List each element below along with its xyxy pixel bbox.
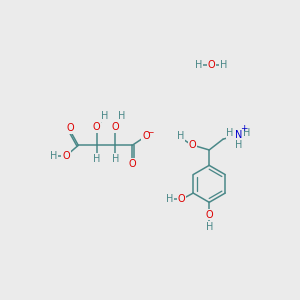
Text: H: H xyxy=(243,128,250,138)
Text: O: O xyxy=(62,151,70,161)
Text: −: − xyxy=(148,128,154,137)
Text: H: H xyxy=(93,154,100,164)
Text: +: + xyxy=(240,124,247,133)
Text: H: H xyxy=(226,128,234,138)
Text: H: H xyxy=(101,111,108,121)
Text: H: H xyxy=(112,154,119,164)
Text: O: O xyxy=(93,122,100,132)
Text: O: O xyxy=(142,131,150,141)
Text: O: O xyxy=(111,122,119,132)
Text: H: H xyxy=(206,222,213,232)
Text: H: H xyxy=(50,151,57,161)
Text: H: H xyxy=(195,60,202,70)
Text: O: O xyxy=(67,123,74,134)
Text: H: H xyxy=(220,60,227,70)
Text: O: O xyxy=(208,60,215,70)
Text: O: O xyxy=(178,194,185,204)
Text: H: H xyxy=(177,131,184,141)
Text: O: O xyxy=(188,140,196,150)
Text: H: H xyxy=(235,140,242,150)
Text: O: O xyxy=(128,159,136,169)
Text: H: H xyxy=(118,111,125,121)
Text: O: O xyxy=(206,210,213,220)
Text: H: H xyxy=(166,194,173,204)
Text: N: N xyxy=(235,130,242,140)
